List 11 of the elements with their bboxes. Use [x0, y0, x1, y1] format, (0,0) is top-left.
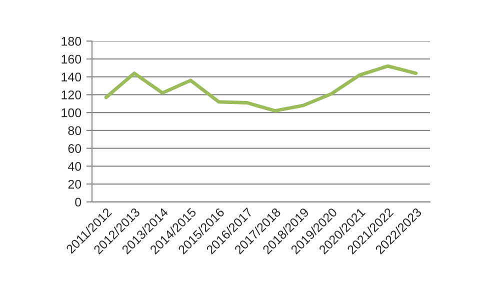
y-tick-label: 180 — [62, 36, 82, 46]
y-tick-label: 80 — [68, 126, 82, 136]
y-tick-label: 100 — [62, 108, 82, 118]
y-tick-label: 140 — [62, 72, 82, 82]
y-tick-label: 0 — [75, 198, 82, 207]
y-tick-label: 20 — [68, 180, 82, 189]
y-tick-label: 160 — [62, 54, 82, 64]
y-tick-label: 40 — [68, 162, 82, 171]
y-tick-label: 60 — [68, 144, 82, 153]
y-tick-label: 120 — [62, 90, 82, 100]
line-series — [104, 64, 418, 113]
